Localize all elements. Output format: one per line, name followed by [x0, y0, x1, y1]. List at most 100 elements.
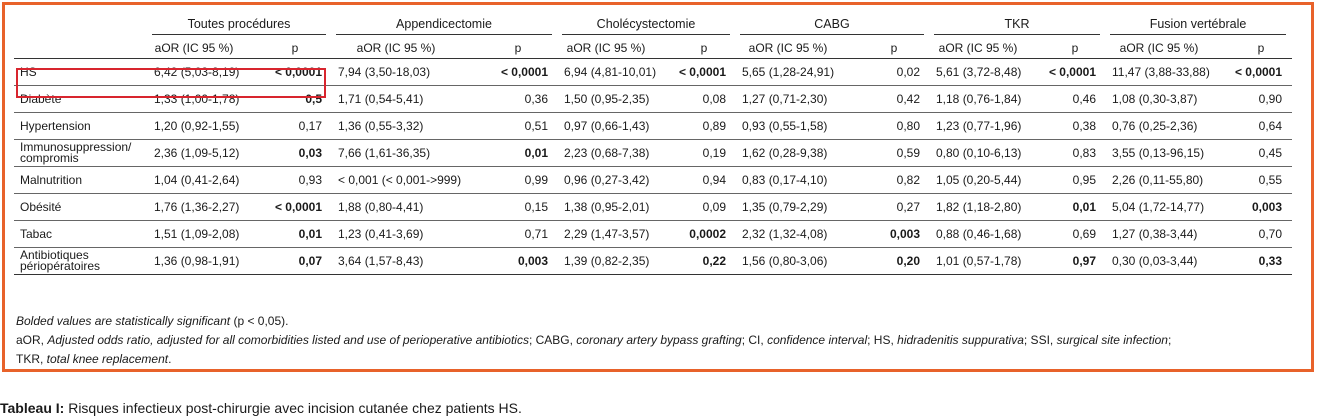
p-value-cell: < 0,0001	[258, 58, 332, 86]
subheader-aor: aOR (IC 95 %)	[938, 41, 1018, 55]
row-label: Obésité	[14, 193, 148, 221]
p-value-cell: 0,22	[672, 247, 736, 275]
aor-cell: 1,50 (0,95-2,35)	[558, 85, 672, 113]
p-value-cell: 0,003	[858, 220, 930, 248]
aor-cell: < 0,001 (< 0,001->999)	[332, 166, 478, 194]
p-value-cell: 0,0002	[672, 220, 736, 248]
aor-cell: 2,23 (0,68-7,38)	[558, 139, 672, 167]
table-caption: Tableau I: Risques infectieux post-chiru…	[0, 400, 522, 416]
aor-cell: 3,64 (1,57-8,43)	[332, 247, 478, 275]
group-header: CABG	[736, 14, 930, 38]
aor-cell: 1,56 (0,80-3,06)	[736, 247, 858, 275]
p-value-cell: 0,5	[258, 85, 332, 113]
aor-cell: 2,36 (1,09-5,12)	[148, 139, 258, 167]
table-row: Diabète 1,33 (1,00-1,78) 0,5 1,71 (0,54-5,4…	[14, 85, 1293, 113]
p-value-cell: 0,95	[1044, 166, 1106, 194]
aor-cell: 1,38 (0,95-2,01)	[558, 193, 672, 221]
p-value-cell: < 0,0001	[672, 58, 736, 86]
table-row: Hypertension 1,20 (0,92-1,55) 0,17 1,36 (0,…	[14, 112, 1293, 140]
caption-text: Risques infectieux post-chirurgie avec i…	[64, 400, 522, 416]
aor-cell: 11,47 (3,88-33,88)	[1106, 58, 1230, 86]
table-row: Malnutrition 1,04 (0,41-2,64) 0,93 < 0,001 …	[14, 166, 1293, 194]
subheader-aor: aOR (IC 95 %)	[154, 41, 234, 55]
aor-cell: 6,94 (4,81-10,01)	[558, 58, 672, 86]
table-row: HS 6,42 (5,03-8,19) < 0,0001 7,94 (3,50-18,…	[14, 58, 1293, 86]
p-value-cell: 0,20	[858, 247, 930, 275]
aor-cell: 7,94 (3,50-18,03)	[332, 58, 478, 86]
table-row: Obésité 1,76 (1,36-2,27) < 0,0001 1,88 (0,8…	[14, 193, 1293, 221]
p-value-cell: 0,93	[258, 166, 332, 194]
aor-cell: 0,83 (0,17-4,10)	[736, 166, 858, 194]
aor-cell: 7,66 (1,61-36,35)	[332, 139, 478, 167]
aor-cell: 1,04 (0,41-2,64)	[148, 166, 258, 194]
subheader-p: p	[291, 41, 299, 55]
aor-cell: 1,05 (0,20-5,44)	[930, 166, 1044, 194]
note-segment: coronary artery bypass grafting	[576, 333, 742, 347]
aor-cell: 0,96 (0,27-3,42)	[558, 166, 672, 194]
p-value-cell: 0,90	[1230, 85, 1293, 113]
note-segment: ;	[1167, 333, 1172, 347]
group-header: Cholécystectomie	[558, 14, 736, 38]
table-notes: Bolded values are statistically signific…	[16, 312, 1171, 369]
p-value-cell: 0,97	[1044, 247, 1106, 275]
p-value-cell: 0,003	[1230, 193, 1293, 221]
p-value-cell: 0,07	[258, 247, 332, 275]
subheader-aor: aOR (IC 95 %)	[356, 41, 436, 55]
aor-cell: 1,36 (0,98-1,91)	[148, 247, 258, 275]
p-value-cell: 0,82	[858, 166, 930, 194]
aor-cell: 0,80 (0,10-6,13)	[930, 139, 1044, 167]
subheader-p: p	[1071, 41, 1079, 55]
p-value-cell: 0,03	[258, 139, 332, 167]
p-value-cell: 0,17	[258, 112, 332, 140]
aor-cell: 0,76 (0,25-2,36)	[1106, 112, 1230, 140]
note-segment: Adjusted odds ratio, adjusted for all co…	[47, 333, 529, 347]
p-value-cell: < 0,0001	[1230, 58, 1293, 86]
aor-cell: 1,36 (0,55-3,32)	[332, 112, 478, 140]
subheader-p: p	[514, 41, 522, 55]
note-segment: aOR,	[16, 333, 48, 347]
group-header: TKR	[930, 14, 1106, 38]
note-segment: .	[168, 352, 172, 366]
aor-cell: 3,55 (0,13-96,15)	[1106, 139, 1230, 167]
table-frame	[2, 2, 1314, 372]
aor-cell: 1,23 (0,77-1,96)	[930, 112, 1044, 140]
aor-cell: 5,65 (1,28-24,91)	[736, 58, 858, 86]
p-value-cell: 0,69	[1044, 220, 1106, 248]
p-value-cell: 0,01	[1044, 193, 1106, 221]
aor-cell: 6,42 (5,03-8,19)	[148, 58, 258, 86]
note-abbreviations: aOR, Adjusted odds ratio, adjusted for a…	[16, 331, 1171, 350]
p-value-cell: 0,71	[478, 220, 558, 248]
p-value-cell: 0,99	[478, 166, 558, 194]
aor-cell: 1,51 (1,09-2,08)	[148, 220, 258, 248]
subheader-p: p	[700, 41, 708, 55]
p-value-cell: 0,59	[858, 139, 930, 167]
row-label: Malnutrition	[14, 166, 148, 194]
table-row: Tabac 1,51 (1,09-2,08) 0,01 1,23 (0,41-3,69…	[14, 220, 1293, 248]
table-row: Immunosuppression/ compromis 2,36 (1,09-5…	[14, 139, 1293, 167]
group-header-row: Toutes procédures Appendicectomie Choléc…	[14, 14, 1292, 38]
p-value-cell: 0,01	[258, 220, 332, 248]
row-label: Immunosuppression/ compromis	[14, 139, 148, 167]
note-segment: ; HS,	[867, 333, 898, 347]
subheader-aor: aOR (IC 95 %)	[1119, 41, 1199, 55]
p-value-cell: 0,19	[672, 139, 736, 167]
aor-cell: 1,33 (1,00-1,78)	[148, 85, 258, 113]
table-row: Antibiotiques périopératoires 1,36 (0,98-…	[14, 247, 1293, 275]
note-segment: confidence interval	[767, 333, 868, 347]
aor-cell: 2,32 (1,32-4,08)	[736, 220, 858, 248]
subheader-row: aOR (IC 95 %) p aOR (IC 95 %) p aOR (IC 95 %…	[14, 38, 1292, 59]
p-value-cell: 0,08	[672, 85, 736, 113]
aor-cell: 1,01 (0,57-1,78)	[930, 247, 1044, 275]
results-table: Toutes procédures Appendicectomie Choléc…	[14, 14, 1293, 275]
aor-cell: 1,23 (0,41-3,69)	[332, 220, 478, 248]
p-value-cell: 0,83	[1044, 139, 1106, 167]
aor-cell: 0,30 (0,03-3,44)	[1106, 247, 1230, 275]
aor-cell: 1,08 (0,30-3,87)	[1106, 85, 1230, 113]
aor-cell: 0,97 (0,66-1,43)	[558, 112, 672, 140]
subheader-p: p	[890, 41, 898, 55]
aor-cell: 1,35 (0,79-2,29)	[736, 193, 858, 221]
p-value-cell: 0,33	[1230, 247, 1293, 275]
p-value-cell: 0,45	[1230, 139, 1293, 167]
row-label: Hypertension	[14, 112, 148, 140]
group-header: Fusion vertébrale	[1106, 14, 1292, 38]
